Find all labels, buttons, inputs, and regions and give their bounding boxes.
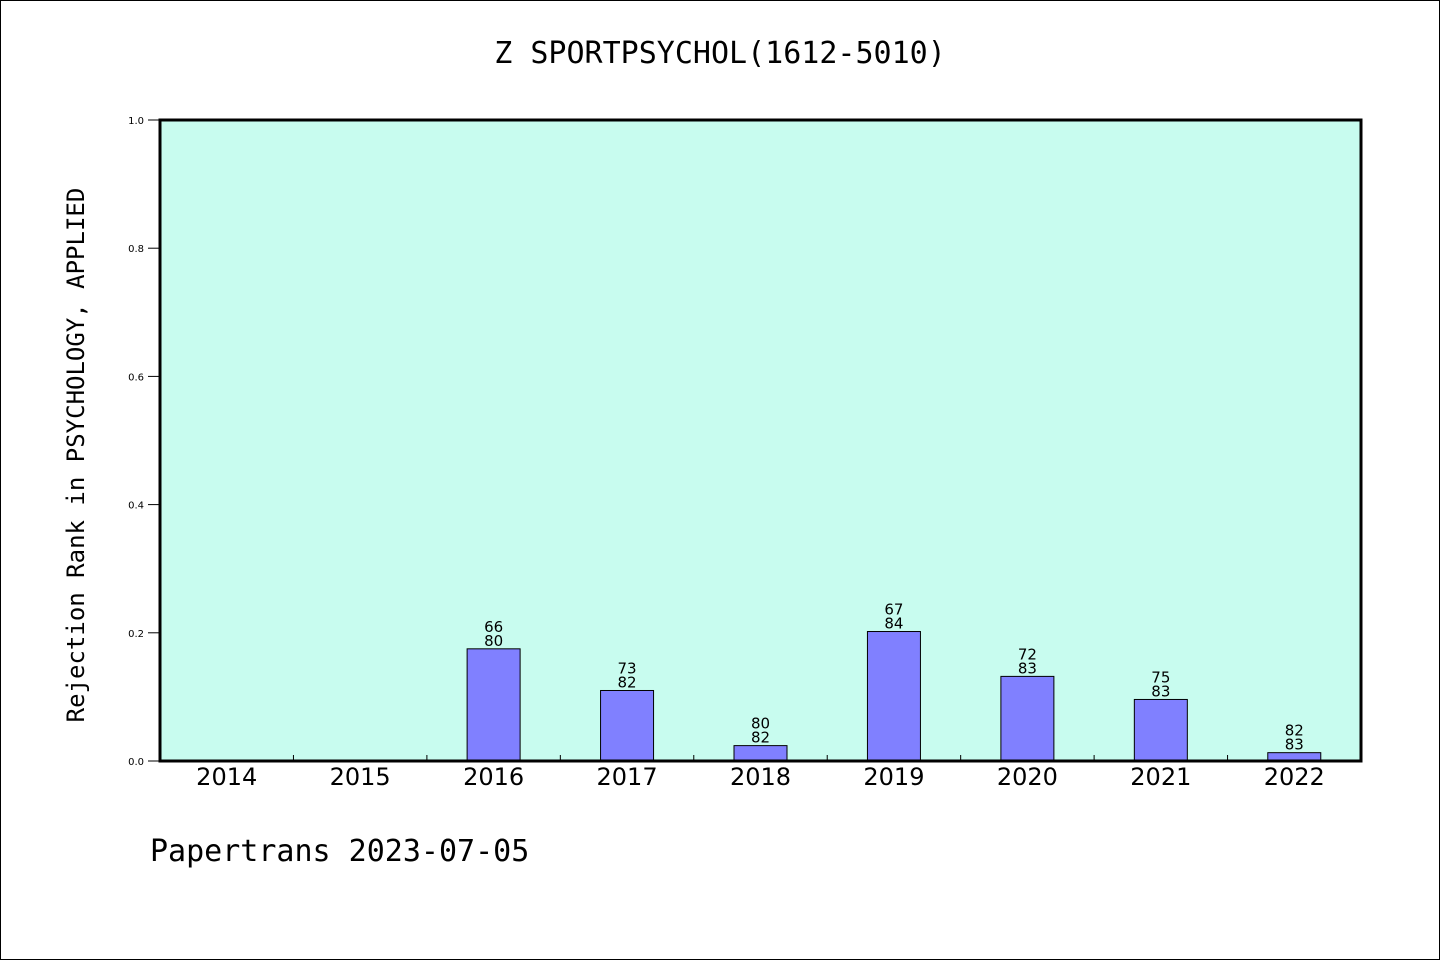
- x-tick-label: 2016: [463, 763, 524, 791]
- bar-label-bottom: 82: [618, 673, 637, 691]
- x-tick-label: 2015: [330, 763, 391, 791]
- y-tick-label: 0.8: [128, 244, 144, 255]
- x-tick-label: 2018: [730, 763, 791, 791]
- y-tick-label: 0.6: [128, 372, 144, 383]
- bar-label-top: 67: [884, 601, 903, 619]
- bar-label-bottom: 82: [751, 729, 770, 747]
- bar: [1000, 675, 1055, 762]
- plot-area: [160, 120, 1361, 761]
- bar-label-top: 72: [1018, 645, 1037, 663]
- bar: [466, 648, 521, 762]
- bar-label-top: 66: [484, 618, 503, 636]
- bar-label-top: 82: [1285, 722, 1304, 740]
- bar-label-top: 75: [1151, 668, 1170, 686]
- x-tick-label: 2017: [597, 763, 658, 791]
- y-tick-label: 1.0: [128, 116, 144, 127]
- bar: [1133, 698, 1188, 762]
- bar-label-top: 80: [751, 715, 770, 733]
- x-tick-label: 2022: [1264, 763, 1325, 791]
- plot-border: [158, 118, 1363, 763]
- bar-label-bottom: 83: [1151, 682, 1170, 700]
- bar-label-bottom: 83: [1285, 736, 1304, 754]
- y-tick-label: 0.2: [128, 629, 144, 640]
- bar-label-top: 73: [618, 659, 637, 677]
- bar: [866, 631, 921, 762]
- footer-watermark: Papertrans 2023-07-05: [150, 834, 530, 869]
- bar-label-bottom: 83: [1018, 659, 1037, 677]
- x-tick-label: 2021: [1130, 763, 1191, 791]
- chart-title: Z SPORTPSYCHOL(1612-5010): [494, 36, 946, 71]
- bar: [733, 745, 788, 762]
- y-tick-label: 0.0: [128, 757, 144, 768]
- x-tick-label: 2020: [997, 763, 1058, 791]
- bar-label-bottom: 84: [884, 615, 903, 633]
- y-tick-label: 0.4: [128, 501, 144, 512]
- bar-label-bottom: 80: [484, 632, 503, 650]
- x-tick-label: 2014: [196, 763, 257, 791]
- bar: [600, 689, 655, 762]
- x-tick-label: 2019: [863, 763, 924, 791]
